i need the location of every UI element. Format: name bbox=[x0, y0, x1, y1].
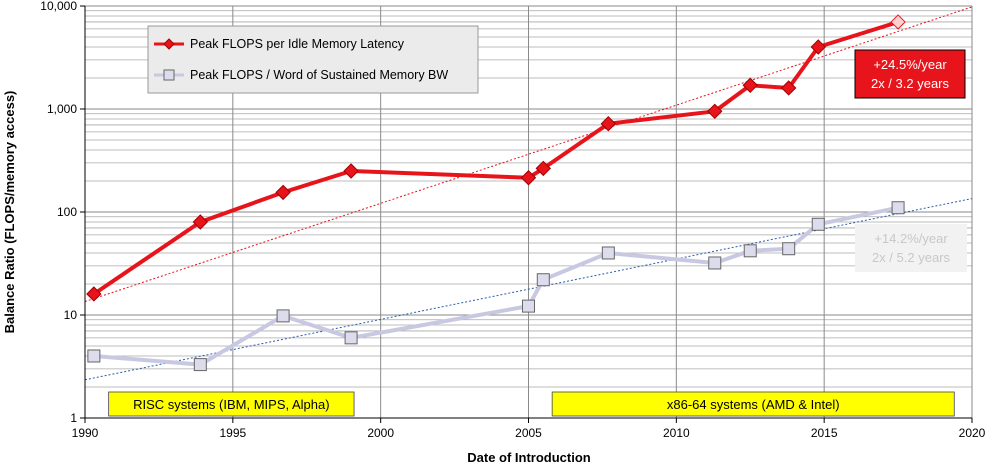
data-point-bandwidth bbox=[276, 309, 290, 323]
data-point-latency bbox=[742, 77, 758, 93]
trend-line bbox=[84, 198, 973, 381]
data-series bbox=[86, 14, 906, 372]
data-point-latency bbox=[780, 80, 797, 96]
data-point-bandwidth bbox=[344, 331, 358, 345]
latency-growth-text: 2x / 3.2 years bbox=[871, 76, 950, 91]
era-label-risc-box bbox=[108, 391, 355, 417]
legend-label-latency: Peak FLOPS per Idle Memory Latency bbox=[190, 37, 405, 51]
data-point-latency bbox=[707, 103, 723, 120]
axes: 1 10 100 1,000 10,000 1990 1995 2000 2005 2010 201… bbox=[40, 0, 985, 440]
data-point-bandwidth bbox=[811, 217, 825, 231]
data-point-bandwidth bbox=[708, 256, 722, 270]
era-label-x86-box bbox=[551, 391, 955, 417]
legend: Peak FLOPS per Idle Memory Latency Peak F… bbox=[147, 25, 479, 94]
y-tick-label: 100 bbox=[57, 205, 77, 219]
era-labels: RISC systems (IBM, MIPS, Alpha) x86-64 sy… bbox=[108, 391, 955, 417]
data-point-latency bbox=[535, 160, 551, 177]
data-point-latency bbox=[343, 163, 359, 179]
x-tick-label: 2000 bbox=[367, 426, 394, 440]
y-tick-label: 10 bbox=[64, 308, 78, 322]
legend-marker-latency bbox=[163, 38, 175, 50]
era-label-x86: x86-64 systems (AMD & Intel) bbox=[667, 397, 840, 412]
bandwidth-growth-box bbox=[855, 224, 967, 272]
x-tick-label: 2005 bbox=[515, 426, 542, 440]
x-tick-label: 1995 bbox=[219, 426, 246, 440]
latency-growth-box bbox=[854, 49, 966, 99]
data-point-latency bbox=[192, 214, 209, 230]
data-point-bandwidth bbox=[522, 299, 535, 313]
latency-growth-text: +24.5%/year bbox=[873, 57, 947, 72]
data-point-bandwidth bbox=[87, 349, 101, 363]
x-tick-label: 2020 bbox=[959, 426, 986, 440]
legend-label-bandwidth: Peak FLOPS / Word of Sustained Memory BW bbox=[190, 68, 448, 82]
y-axis-title: Balance Ratio (FLOPS/memory access) bbox=[2, 91, 17, 334]
x-tick-label: 2010 bbox=[663, 426, 690, 440]
data-point-latency bbox=[810, 39, 826, 55]
series-line-latency bbox=[91, 20, 901, 296]
data-point-bandwidth bbox=[601, 246, 615, 260]
data-point-bandwidth bbox=[193, 358, 207, 372]
x-tick-label: 2015 bbox=[811, 426, 838, 440]
growth-annotations: +24.5%/year 2x / 3.2 years +14.2%/year 2x /… bbox=[854, 49, 967, 272]
data-point-bandwidth bbox=[891, 201, 905, 215]
trend-lines bbox=[84, 6, 973, 381]
era-label-risc: RISC systems (IBM, MIPS, Alpha) bbox=[133, 397, 330, 412]
data-point-latency bbox=[600, 115, 617, 132]
legend-marker-bandwidth bbox=[163, 69, 175, 81]
bandwidth-growth-text: 2x / 5.2 years bbox=[872, 250, 951, 265]
x-axis-title: Date of Introduction bbox=[467, 450, 591, 465]
data-point-latency bbox=[520, 170, 537, 186]
x-tick-label: 1990 bbox=[72, 426, 99, 440]
data-point-latency bbox=[890, 14, 906, 30]
bandwidth-growth-text: +14.2%/year bbox=[874, 231, 948, 246]
y-tick-label: 10,000 bbox=[40, 0, 77, 13]
y-tick-label: 1 bbox=[70, 411, 77, 425]
data-point-latency bbox=[275, 184, 291, 201]
data-point-bandwidth bbox=[743, 244, 757, 258]
legend-box bbox=[147, 25, 479, 94]
y-tick-label: 1,000 bbox=[47, 102, 77, 116]
data-point-latency bbox=[86, 286, 102, 302]
data-point-bandwidth bbox=[782, 242, 796, 256]
data-point-bandwidth bbox=[536, 273, 550, 287]
